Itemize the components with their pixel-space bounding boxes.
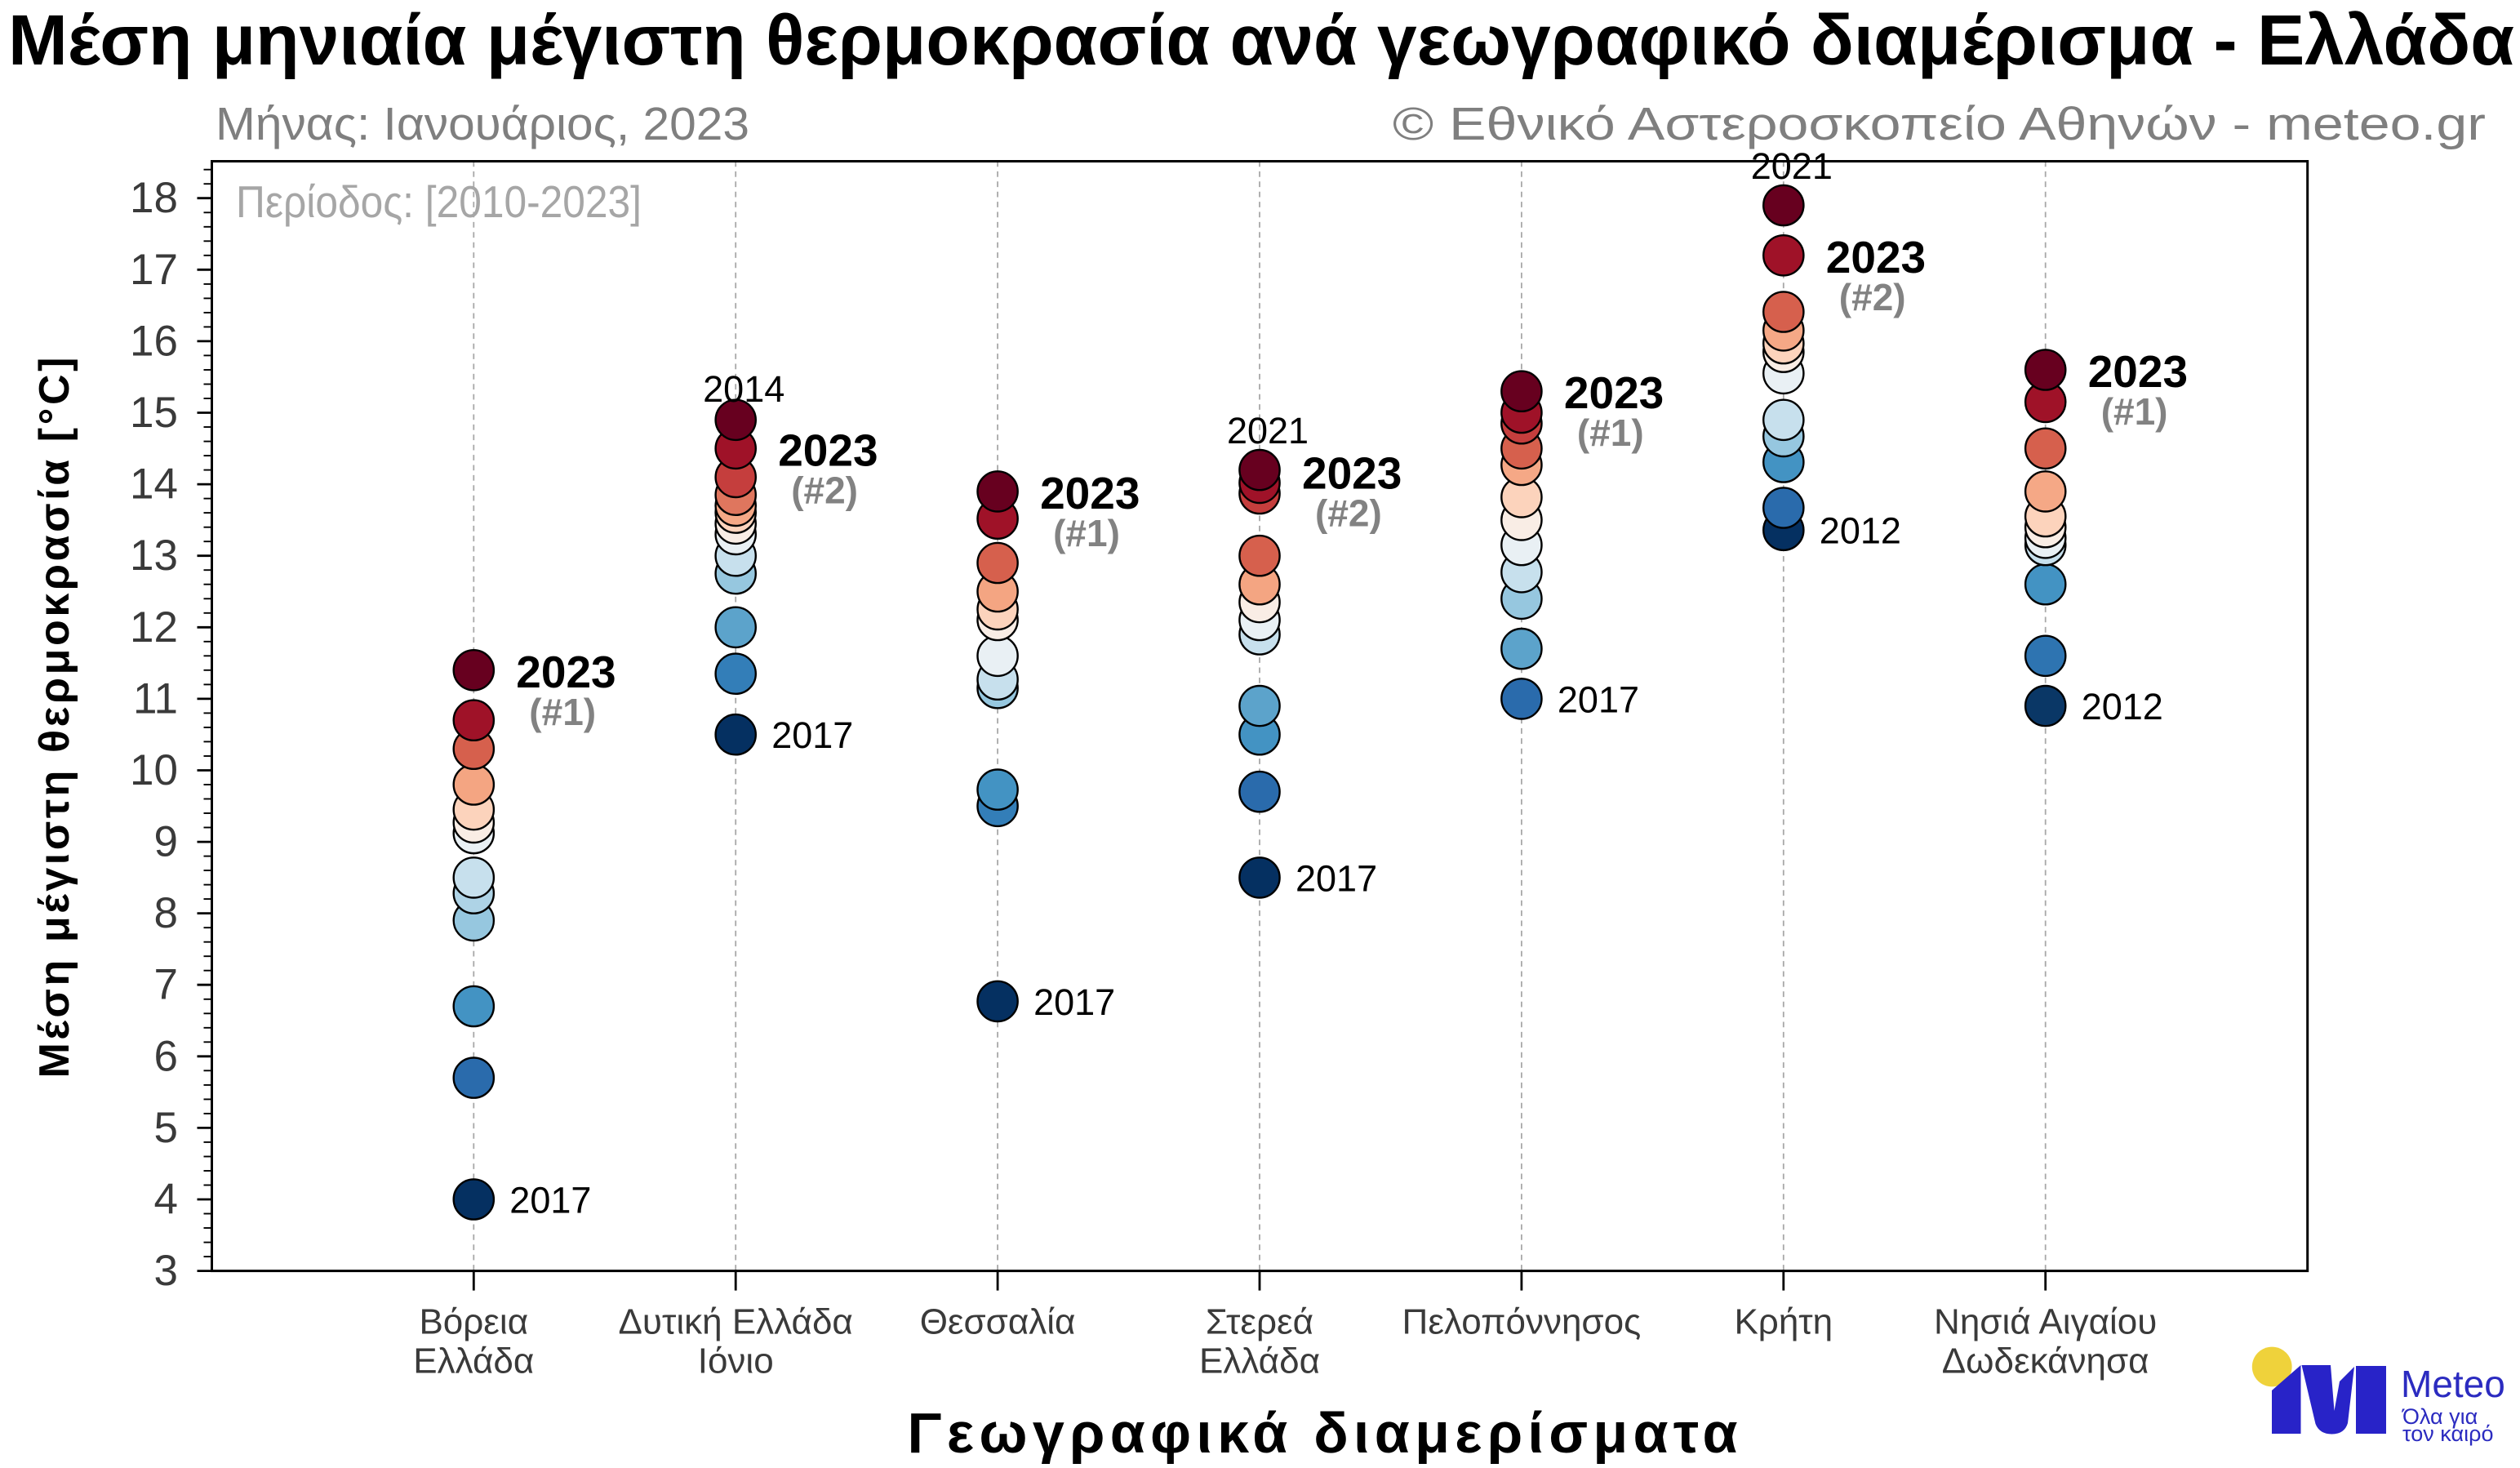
svg-text:Ελλάδα: Ελλάδα bbox=[1199, 1341, 1320, 1381]
svg-text:12: 12 bbox=[130, 603, 178, 652]
svg-text:Meteo: Meteo bbox=[2401, 1363, 2505, 1405]
svg-text:Ελλάδα: Ελλάδα bbox=[413, 1341, 534, 1381]
svg-text:2017: 2017 bbox=[1558, 678, 1639, 720]
svg-text:2021: 2021 bbox=[1751, 145, 1833, 187]
svg-text:16: 16 bbox=[130, 317, 178, 365]
svg-text:2017: 2017 bbox=[771, 714, 853, 756]
svg-text:© Εθνικό Αστεροσκοπείο Αθηνών: © Εθνικό Αστεροσκοπείο Αθηνών - meteo.gr bbox=[1393, 98, 2486, 150]
svg-text:(#1): (#1) bbox=[1577, 411, 1644, 454]
svg-text:14: 14 bbox=[130, 460, 178, 509]
svg-text:2021: 2021 bbox=[1227, 410, 1309, 452]
svg-text:9: 9 bbox=[154, 818, 178, 866]
svg-text:5: 5 bbox=[154, 1104, 178, 1152]
svg-text:11: 11 bbox=[133, 674, 178, 723]
svg-text:(#2): (#2) bbox=[1315, 492, 1382, 534]
svg-text:Όλα για: Όλα για bbox=[2402, 1404, 2478, 1429]
svg-text:Περίοδος: [2010-2023]: Περίοδος: [2010-2023] bbox=[236, 176, 642, 227]
svg-text:7: 7 bbox=[154, 961, 178, 1009]
svg-text:τον καιρό: τον καιρό bbox=[2402, 1421, 2493, 1446]
svg-text:8: 8 bbox=[154, 889, 178, 937]
svg-text:(#1): (#1) bbox=[2101, 390, 2168, 433]
svg-text:2023: 2023 bbox=[516, 647, 616, 697]
svg-text:Μήνας: Ιανουάριος, 2023: Μήνας: Ιανουάριος, 2023 bbox=[216, 98, 749, 150]
svg-text:2023: 2023 bbox=[1564, 367, 1664, 418]
svg-text:2017: 2017 bbox=[1296, 857, 1377, 899]
svg-text:2023: 2023 bbox=[2088, 346, 2188, 397]
svg-text:18: 18 bbox=[130, 174, 178, 222]
svg-text:(#1): (#1) bbox=[1053, 512, 1120, 554]
svg-text:2017: 2017 bbox=[509, 1180, 591, 1221]
svg-text:2012: 2012 bbox=[2082, 686, 2163, 727]
svg-text:Μέση μέγιστη θερμοκρασία [°C]: Μέση μέγιστη θερμοκρασία [°C] bbox=[31, 358, 78, 1079]
svg-text:Γεωγραφικά διαμερίσματα: Γεωγραφικά διαμερίσματα bbox=[908, 1401, 1738, 1464]
svg-text:Νησιά Αιγαίου: Νησιά Αιγαίου bbox=[1934, 1302, 2157, 1342]
svg-text:Βόρεια: Βόρεια bbox=[419, 1302, 528, 1342]
svg-text:Στερεά: Στερεά bbox=[1206, 1302, 1313, 1342]
svg-text:Δωδεκάνησα: Δωδεκάνησα bbox=[1942, 1341, 2149, 1381]
svg-text:Θεσσαλία: Θεσσαλία bbox=[920, 1302, 1076, 1342]
svg-text:13: 13 bbox=[130, 532, 178, 580]
svg-text:17: 17 bbox=[130, 246, 178, 294]
svg-text:Πελοπόννησος: Πελοπόννησος bbox=[1402, 1302, 1642, 1342]
svg-text:(#1): (#1) bbox=[529, 691, 596, 733]
svg-text:(#2): (#2) bbox=[1839, 276, 1906, 318]
svg-text:2023: 2023 bbox=[1040, 468, 1140, 518]
svg-text:Δυτική Ελλάδα: Δυτική Ελλάδα bbox=[619, 1302, 853, 1342]
svg-text:2014: 2014 bbox=[703, 368, 784, 410]
svg-text:10: 10 bbox=[130, 746, 178, 794]
svg-text:2023: 2023 bbox=[1826, 232, 1926, 282]
svg-text:2017: 2017 bbox=[1033, 981, 1115, 1023]
svg-text:6: 6 bbox=[154, 1032, 178, 1080]
svg-text:4: 4 bbox=[154, 1176, 178, 1224]
svg-text:Ιόνιο: Ιόνιο bbox=[698, 1341, 774, 1381]
svg-text:Κρήτη: Κρήτη bbox=[1734, 1302, 1833, 1342]
svg-text:3: 3 bbox=[154, 1247, 178, 1295]
svg-text:2023: 2023 bbox=[1302, 447, 1402, 498]
svg-text:Μέση μηνιαία μέγιστη θερμοκρασ: Μέση μηνιαία μέγιστη θερμοκρασία ανά γεω… bbox=[8, 1, 2514, 80]
svg-text:2023: 2023 bbox=[778, 425, 878, 475]
svg-text:2012: 2012 bbox=[1820, 510, 1901, 552]
svg-text:(#2): (#2) bbox=[791, 469, 858, 511]
svg-text:15: 15 bbox=[130, 389, 178, 437]
